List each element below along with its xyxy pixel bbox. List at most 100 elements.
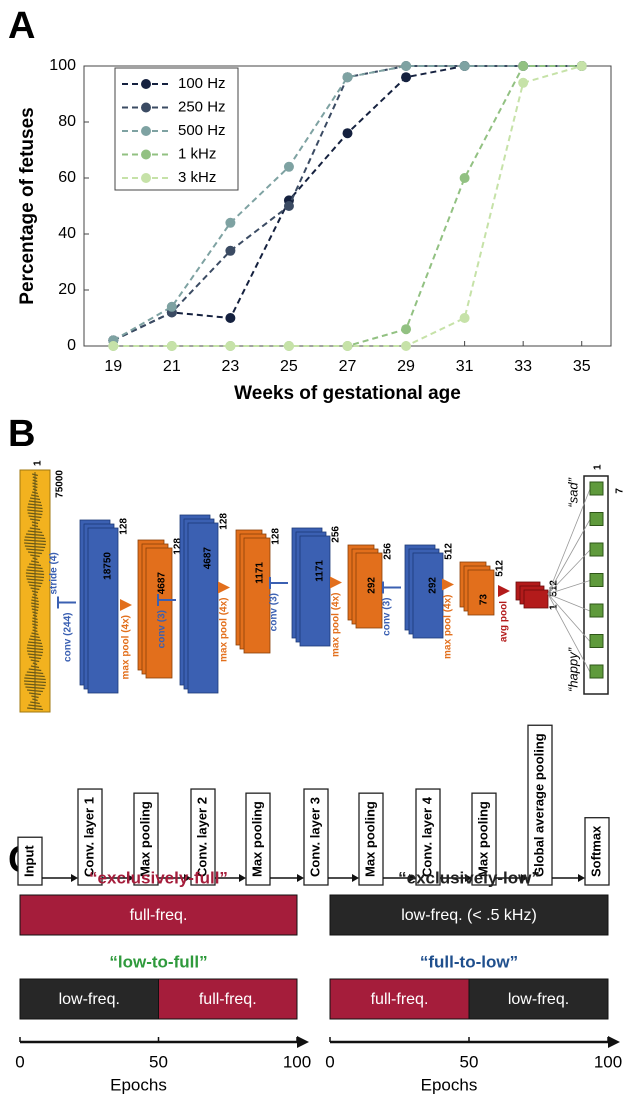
- block-channels: 128: [219, 513, 230, 530]
- stage-label: Softmax: [588, 825, 603, 877]
- y-tick-label: 0: [67, 337, 76, 354]
- arrow-head: [71, 874, 78, 882]
- data-point: [518, 61, 529, 71]
- x-tick-label: 21: [163, 358, 181, 375]
- arrow-head: [465, 874, 472, 882]
- fan-line: [547, 519, 591, 595]
- stage-label: Input: [21, 845, 36, 877]
- arrow-head: [184, 874, 191, 882]
- epoch-tick-label: 0: [15, 1052, 24, 1071]
- op-label: avg pool: [499, 601, 510, 642]
- data-point: [225, 245, 236, 256]
- block-length: 4687: [157, 572, 168, 595]
- stage-box: [415, 788, 441, 886]
- data-point: [459, 61, 470, 71]
- output-unit: [589, 603, 604, 618]
- schedule-segment: [468, 978, 609, 1020]
- op-marker: [57, 596, 76, 609]
- op-marker: [120, 599, 132, 611]
- x-tick-label: 25: [280, 358, 298, 375]
- data-point: [459, 313, 470, 323]
- block-length: 1171: [255, 562, 266, 584]
- stage-box: [77, 788, 103, 886]
- epoch-tick-label: 0: [325, 1052, 334, 1071]
- output-unit: [589, 542, 604, 557]
- block-channels: 128: [173, 538, 184, 555]
- block-channels: 256: [383, 543, 394, 560]
- stage-box: [584, 817, 610, 886]
- op-label: conv (3): [382, 598, 393, 636]
- block-channels: 512: [495, 560, 506, 577]
- arrow-head: [127, 874, 134, 882]
- y-tick-label: 80: [58, 113, 76, 130]
- arrow-head: [352, 874, 359, 882]
- data-point: [518, 77, 529, 88]
- fan-line: [547, 580, 591, 595]
- panel-label: A: [8, 5, 35, 47]
- output-unit: [589, 481, 604, 496]
- conv-block: [299, 535, 331, 647]
- legend-label: 500 Hz: [178, 122, 226, 139]
- data-point: [401, 341, 412, 351]
- op-marker: [157, 594, 176, 606]
- fan-line: [547, 488, 591, 595]
- stage-label: Max pooling: [137, 801, 152, 877]
- schedule-segment: [329, 978, 470, 1020]
- x-tick-label: 23: [221, 358, 239, 375]
- conv-block: [87, 527, 119, 694]
- output-unit: [589, 634, 604, 648]
- op-label: conv (3): [269, 593, 280, 631]
- arrow-head: [297, 1036, 309, 1048]
- schedule-segment: [329, 894, 609, 936]
- output-unit: [589, 512, 604, 526]
- op-marker: [498, 585, 510, 597]
- op-label: max pool (4x): [443, 595, 454, 659]
- data-point: [459, 173, 470, 183]
- data-point: [401, 61, 412, 71]
- data-point: [283, 161, 294, 172]
- legend-label: 1 kHz: [178, 145, 216, 162]
- data-point: [401, 72, 412, 83]
- stage-box: [527, 724, 553, 886]
- block-length: 292: [367, 577, 378, 594]
- stage-label: Max pooling: [362, 801, 377, 877]
- x-tick-label: 27: [339, 358, 357, 375]
- stage-box: [17, 836, 43, 886]
- conv-block: [412, 552, 444, 639]
- input-length: 75000: [55, 470, 66, 498]
- output-unit: [589, 573, 604, 587]
- segment-label: low-freq.: [59, 991, 120, 1008]
- y-tick-label: 20: [58, 281, 76, 298]
- class-label: “happy”: [565, 647, 580, 692]
- data-point: [283, 341, 294, 351]
- block-length: 1171: [315, 560, 326, 582]
- op-marker: [382, 581, 401, 594]
- segment-label: low-freq.: [508, 991, 569, 1008]
- op-marker: [442, 578, 454, 591]
- block-length: 4687: [203, 547, 214, 570]
- x-tick-label: 35: [573, 358, 591, 375]
- legend-label: 100 Hz: [178, 75, 226, 92]
- epoch-tick-label: 100: [594, 1052, 622, 1071]
- arrow-head: [608, 1036, 620, 1048]
- data-point: [225, 341, 236, 351]
- legend-marker: [141, 149, 151, 160]
- data-point: [342, 72, 353, 83]
- x-tick-label: 29: [397, 358, 415, 375]
- data-point: [166, 301, 177, 312]
- stage-label: Max pooling: [249, 801, 264, 877]
- stage-label: Max pooling: [475, 801, 490, 877]
- stage-box: [303, 788, 329, 886]
- panel-label: B: [8, 413, 35, 455]
- epoch-axis-label: Epochs: [110, 1075, 167, 1094]
- y-tick-label: 100: [49, 57, 76, 74]
- stage-label: Conv. layer 1: [81, 797, 96, 877]
- op-marker: [269, 577, 288, 589]
- stage-label: Conv. layer 2: [194, 797, 209, 877]
- output-unit: [589, 664, 604, 679]
- segment-label: low-freq. (< .5 kHz): [401, 907, 537, 924]
- epoch-tick-label: 50: [460, 1052, 479, 1071]
- legend-marker: [141, 126, 151, 136]
- stage-label: Global average pooling: [531, 733, 546, 877]
